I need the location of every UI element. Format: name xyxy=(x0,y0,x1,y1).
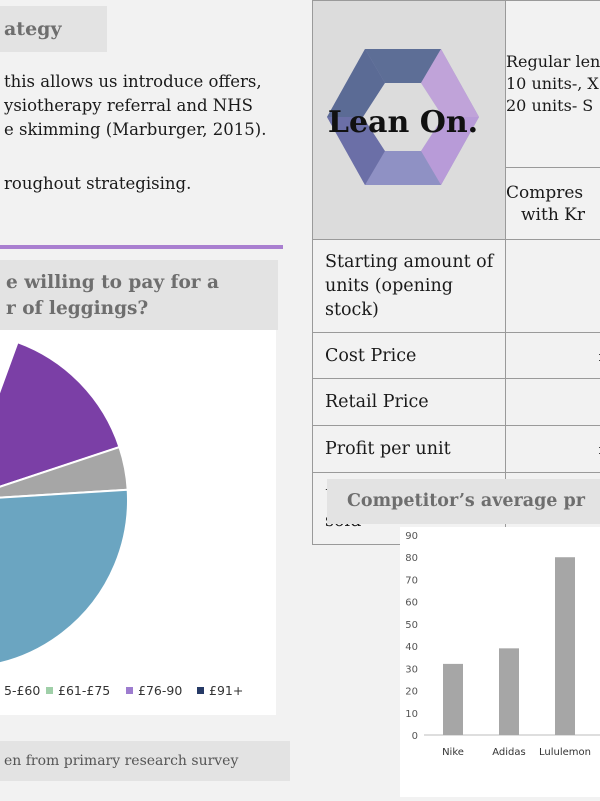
pricing-table: Lean On. Regular len 10 units-, X 20 uni… xyxy=(312,0,600,545)
table-row: Profit per unit £ xyxy=(313,426,600,473)
y-tick-label: 80 xyxy=(405,553,418,564)
regular-header-line: 10 units-, X xyxy=(506,73,600,95)
competitor-heading-box: Competitor’s average pr xyxy=(327,479,600,524)
y-tick-label: 70 xyxy=(405,575,418,586)
survey-question-line-1: e willing to pay for a xyxy=(6,270,219,296)
paragraph-last-line: roughout strategising. xyxy=(4,172,191,196)
legend-swatch xyxy=(197,687,204,694)
legend-item-76-90: £76-90 xyxy=(126,683,182,698)
row-value-opening-stock xyxy=(506,240,600,333)
y-tick-label: 0 xyxy=(412,731,418,742)
legend-item-91-plus: £91+ xyxy=(197,683,243,698)
legend-swatch xyxy=(46,687,53,694)
legend-swatch xyxy=(126,687,133,694)
x-tick-label: Nike xyxy=(442,747,464,758)
row-label-retail-price: Retail Price xyxy=(313,379,506,426)
paragraph-line-3: e skimming (Marburger, 2015). xyxy=(4,118,266,142)
x-tick-label: Adidas xyxy=(492,747,525,758)
source-note-box: en from primary research survey xyxy=(0,741,290,781)
pie-chart xyxy=(0,330,276,715)
paragraph-line-1: this allows us introduce offers, xyxy=(4,70,262,94)
y-tick-label: 30 xyxy=(405,664,418,675)
compression-leggings-header: Compres with Kr xyxy=(506,168,600,240)
paragraph-line-2: ysiotherapy referral and NHS xyxy=(4,94,253,118)
table-header-row: Lean On. Regular len 10 units-, X 20 uni… xyxy=(313,1,600,168)
row-label-cost-price: Cost Price xyxy=(313,333,506,379)
row-label-profit-per-unit: Profit per unit xyxy=(313,426,506,473)
y-tick-label: 20 xyxy=(405,687,418,698)
row-value-cost-price: £ xyxy=(506,333,600,379)
compression-header-line: with Kr xyxy=(506,204,600,226)
strategy-heading: ategy xyxy=(4,6,62,52)
compression-header-line: Compres xyxy=(506,182,600,204)
table-row: Cost Price £ xyxy=(313,333,600,379)
bar-nike xyxy=(443,664,463,735)
legend-item-61-75: £61-£75 xyxy=(46,683,110,698)
x-tick-label: Lululemon xyxy=(539,747,591,758)
y-tick-label: 60 xyxy=(405,598,418,609)
bar-lululemon xyxy=(555,557,575,735)
legend-label: £76-90 xyxy=(138,683,182,698)
bar-chart: 0 10 20 30 40 50 60 70 80 90 Nike Adidas Lululemon xyxy=(400,527,600,797)
row-value-retail-price xyxy=(506,379,600,426)
bar-adidas xyxy=(499,648,519,735)
competitor-heading: Competitor’s average pr xyxy=(347,479,585,524)
row-value-profit-per-unit: £ xyxy=(506,426,600,473)
lean-on-logo: Lean On. xyxy=(313,35,493,200)
y-tick-label: 40 xyxy=(405,642,418,653)
survey-question-box: e willing to pay for a r of leggings? xyxy=(0,260,278,330)
row-label-opening-stock: Starting amount of units (opening stock) xyxy=(313,240,506,333)
logo-cell: Lean On. xyxy=(313,1,506,240)
legend-label: £61-£75 xyxy=(58,683,110,698)
legend-item-5-60: 5-£60 xyxy=(4,683,40,698)
pie-chart-panel xyxy=(0,330,276,715)
bar-chart-panel: 0 10 20 30 40 50 60 70 80 90 Nike Adidas Lululemon xyxy=(400,527,600,797)
source-note: en from primary research survey xyxy=(4,741,238,781)
y-tick-label: 50 xyxy=(405,620,418,631)
pie-slice-5-60 xyxy=(0,490,128,668)
y-tick-label: 90 xyxy=(405,531,418,542)
logo-text: Lean On. xyxy=(328,105,478,140)
survey-question-line-2: r of leggings? xyxy=(6,296,148,322)
table-row: Starting amount of units (opening stock) xyxy=(313,240,600,333)
strategy-heading-box: ategy xyxy=(0,6,107,52)
regular-header-line: Regular len xyxy=(506,51,600,73)
regular-leggings-header: Regular len 10 units-, X 20 units- S xyxy=(506,1,600,168)
section-divider xyxy=(0,245,283,249)
y-tick-label: 10 xyxy=(405,709,418,720)
table-row: Retail Price xyxy=(313,379,600,426)
legend-label: 5-£60 xyxy=(4,683,40,698)
regular-header-line: 20 units- S xyxy=(506,95,600,117)
legend-label: £91+ xyxy=(209,683,243,698)
